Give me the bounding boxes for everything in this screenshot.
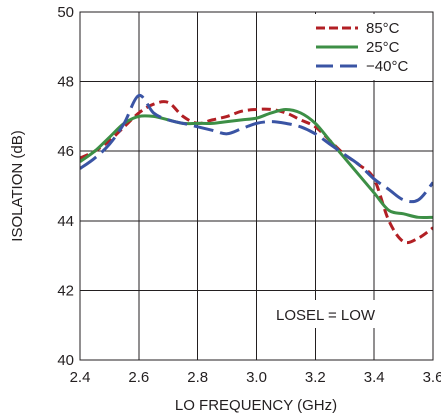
plot-frame [79, 11, 434, 361]
x-tick-label: 2.8 [187, 369, 208, 386]
series-lines [80, 94, 433, 245]
legend-label: 25°C [366, 39, 400, 56]
y-tick-labels: 40 42 44 46 48 50 [57, 4, 74, 369]
series-line-1 [80, 107, 433, 220]
legend-label: 85°C [366, 20, 400, 37]
x-tick-labels: 2.4 2.6 2.8 3.0 3.2 3.4 3.6 [70, 369, 441, 386]
y-tick-label: 46 [57, 143, 74, 160]
losel-annotation: LOSEL = LOW [276, 307, 376, 324]
x-axis-label: LO FREQUENCY (GHz) [175, 397, 337, 414]
y-tick-label: 44 [57, 213, 74, 230]
y-tick-label: 50 [57, 4, 74, 21]
x-tick-label: 2.4 [70, 369, 91, 386]
x-tick-label: 3.2 [305, 369, 326, 386]
x-tick-label: 2.6 [128, 369, 149, 386]
annotation-box [270, 300, 392, 328]
y-tick-label: 48 [57, 74, 74, 91]
series-line-0 [80, 100, 433, 245]
y-tick-label: 40 [57, 352, 74, 369]
y-axis-label: ISOLATION (dB) [9, 130, 26, 241]
series-line-2 [80, 94, 433, 204]
legend-label: −40°C [366, 58, 408, 75]
x-tick-label: 3.0 [246, 369, 267, 386]
x-tick-label: 3.4 [364, 369, 385, 386]
legend: 85°C 25°C −40°C [306, 14, 432, 80]
y-tick-label: 42 [57, 282, 74, 299]
x-tick-label: 3.6 [423, 369, 441, 386]
